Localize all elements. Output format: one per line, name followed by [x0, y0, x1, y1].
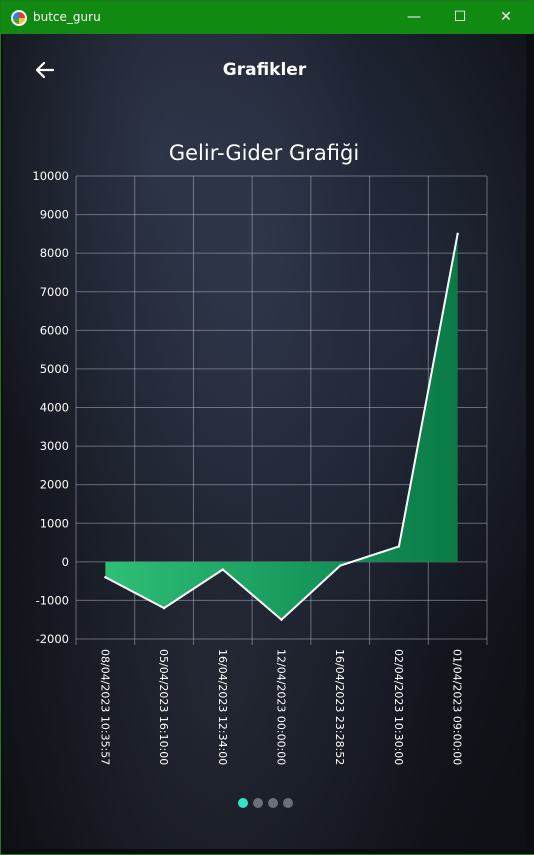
title-bar[interactable]: butce_guru — ☐ ✕ — [1, 1, 533, 34]
maximize-button[interactable]: ☐ — [453, 9, 467, 25]
x-tick-label: 01/04/2023 09:00:00 — [451, 649, 464, 765]
y-tick-label: 4000 — [40, 401, 69, 415]
series-area — [105, 233, 458, 620]
y-tick-label: 7000 — [40, 285, 69, 299]
app-logo-icon — [11, 10, 27, 26]
data-point — [339, 564, 342, 567]
y-tick-label: 5000 — [40, 362, 69, 376]
minimize-button[interactable]: — — [407, 9, 421, 25]
main-content: Grafikler Gelir-Gider Grafiği 10000 9000 80… — [3, 34, 526, 849]
chart-title: Gelir-Gider Grafiği — [169, 141, 359, 165]
page-dot-1[interactable] — [238, 798, 248, 808]
y-tick-label: 3000 — [40, 439, 69, 453]
y-tick-label: 1000 — [40, 516, 69, 530]
x-tick-label: 12/04/2023 00:00:00 — [275, 649, 288, 765]
data-point — [162, 606, 166, 610]
y-tick-label: -1000 — [36, 593, 69, 607]
y-tick-label: -2000 — [36, 632, 69, 646]
window-title: butce_guru — [33, 10, 101, 24]
y-tick-label: 6000 — [40, 323, 69, 337]
x-tick-label: 05/04/2023 16:10:00 — [157, 649, 170, 765]
data-point — [280, 618, 283, 621]
arrow-left-icon — [35, 61, 55, 79]
x-tick-label: 08/04/2023 10:35:57 — [98, 649, 111, 765]
page-dot-2[interactable] — [253, 798, 263, 808]
data-point — [221, 568, 224, 571]
page-dot-3[interactable] — [268, 798, 278, 808]
y-tick-label: 2000 — [40, 478, 69, 492]
income-expense-chart: Gelir-Gider Grafiği100009000800070006000… — [32, 141, 488, 765]
data-point — [456, 232, 459, 236]
y-tick-label: 10000 — [32, 169, 69, 183]
data-point — [397, 545, 401, 548]
x-tick-label: 16/04/2023 23:28:52 — [333, 649, 346, 765]
page-dot-4[interactable] — [283, 798, 293, 808]
window-edge-right — [526, 34, 534, 854]
back-button[interactable] — [31, 56, 59, 84]
y-tick-label: 0 — [62, 555, 69, 569]
page-title: Grafikler — [222, 60, 307, 80]
data-point — [104, 576, 107, 579]
y-tick-label: 9000 — [40, 208, 69, 222]
window-edge-left — [1, 34, 3, 849]
y-tick-label: 8000 — [40, 246, 69, 260]
close-button[interactable]: ✕ — [500, 9, 512, 25]
x-tick-label: 02/04/2023 10:30:00 — [392, 649, 405, 765]
x-tick-label: 16/04/2023 12:34:00 — [216, 649, 229, 765]
